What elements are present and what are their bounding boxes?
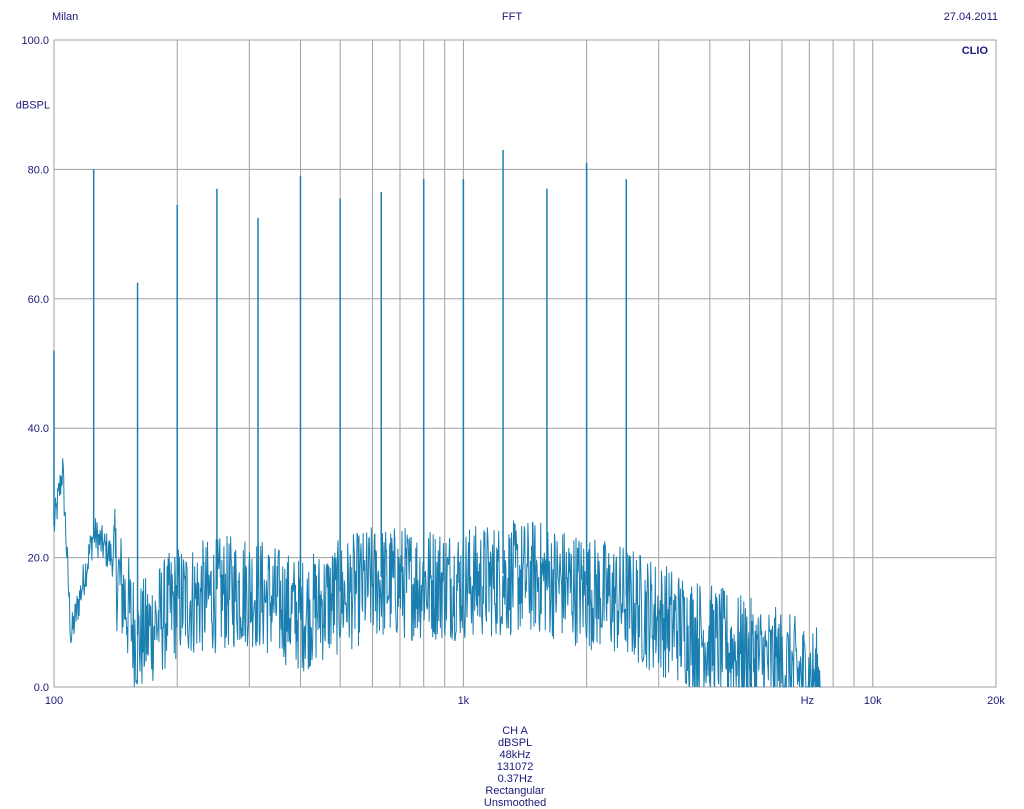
x-tick-label: 10k xyxy=(864,695,882,707)
y-axis-unit: dBSPL xyxy=(16,100,50,112)
resolution-label: 0.37Hz xyxy=(497,773,533,785)
brand-label: CLIO xyxy=(962,45,989,57)
x-tick-label: 20k xyxy=(987,695,1005,707)
y-tick-label: 80.0 xyxy=(28,164,49,176)
smoothing-label: Unsmoothed xyxy=(483,797,547,809)
y-tick-label: 60.0 xyxy=(28,294,49,306)
x-tick-label: 100 xyxy=(45,695,63,707)
noise-trace xyxy=(53,458,822,688)
y-tick-label: 100.0 xyxy=(21,35,49,47)
x-axis-unit: Hz xyxy=(801,695,814,707)
y-tick-label: 20.0 xyxy=(28,553,49,565)
measurement-settings: CH A dBSPL 48kHz 131072 0.37Hz Rectangul… xyxy=(0,713,1024,809)
x-tick-label: 1k xyxy=(458,695,470,707)
header-title-center: FFT xyxy=(501,11,523,23)
unit-label: dBSPL xyxy=(497,737,533,749)
window-label: Rectangular xyxy=(485,785,545,797)
header-date: 27.04.2011 xyxy=(943,11,998,23)
channel-label: CH A xyxy=(502,725,528,737)
fft-size-label: 131072 xyxy=(496,761,534,773)
y-tick-label: 0.0 xyxy=(34,682,49,694)
sample-rate-label: 48kHz xyxy=(499,749,531,761)
fft-chart: 0.0 20.0 40.0 60.0 80.0 100.0 100 1k 10k 20k dBSPL… xyxy=(16,35,1006,707)
header-title-left: Milan xyxy=(52,11,79,23)
y-tick-label: 40.0 xyxy=(28,423,49,435)
